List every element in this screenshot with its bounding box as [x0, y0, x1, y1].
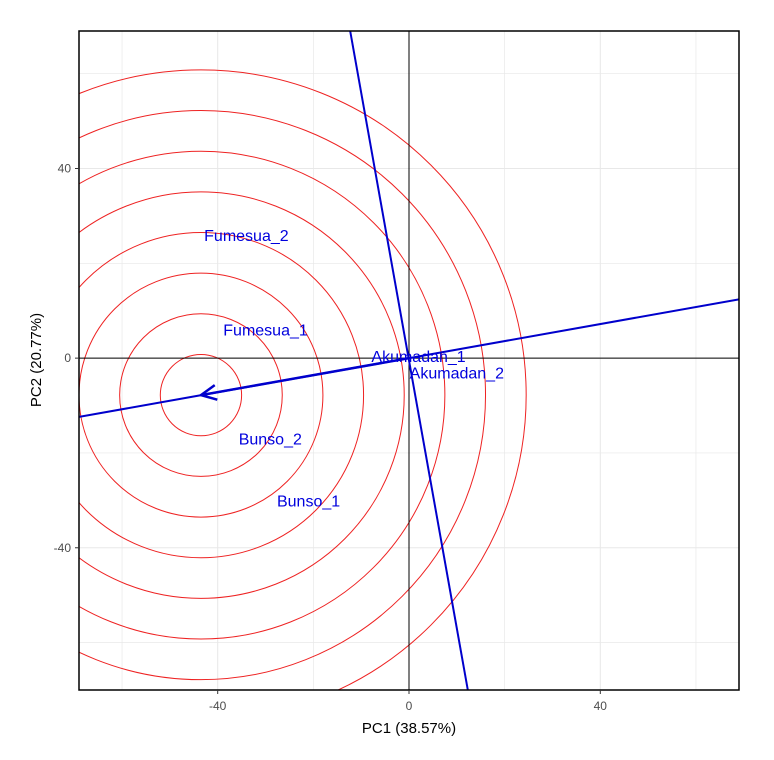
point-label: Fumesua_1	[223, 323, 308, 340]
concentric-circle	[79, 150, 446, 640]
point-label: Bunso_1	[277, 493, 340, 510]
x-tick-label: -40	[209, 699, 227, 713]
ideal-arrow-head	[198, 384, 218, 401]
concentric-circle	[79, 191, 405, 599]
perpendicular-axis	[349, 31, 469, 690]
concentric-circle	[79, 69, 527, 690]
y-tick-label: 40	[58, 161, 72, 175]
y-tick-label: -40	[54, 541, 72, 555]
biplot-axes	[79, 31, 739, 690]
concentric-circle	[119, 313, 283, 477]
x-tick-label: 40	[594, 699, 608, 713]
concentric-circle	[79, 232, 365, 559]
concentric-circle	[159, 353, 243, 437]
point-label: Akumadan_2	[410, 365, 504, 382]
ideal-arrow-shaft	[200, 356, 410, 397]
y-tick-label: 0	[64, 351, 71, 365]
concentric-circle	[79, 110, 486, 681]
x-tick-label: 0	[406, 699, 413, 713]
y-axis-title: PC2 (20.77%)	[28, 313, 45, 407]
point-label: Bunso_2	[239, 432, 302, 449]
point-label: Akumadan_1	[371, 349, 465, 366]
point-label: Fumesua_2	[204, 228, 289, 245]
x-axis-title: PC1 (38.57%)	[362, 720, 456, 737]
axis-ticks: -40 0 40 -40 0 40	[54, 161, 608, 713]
concentric-circles	[79, 69, 527, 690]
